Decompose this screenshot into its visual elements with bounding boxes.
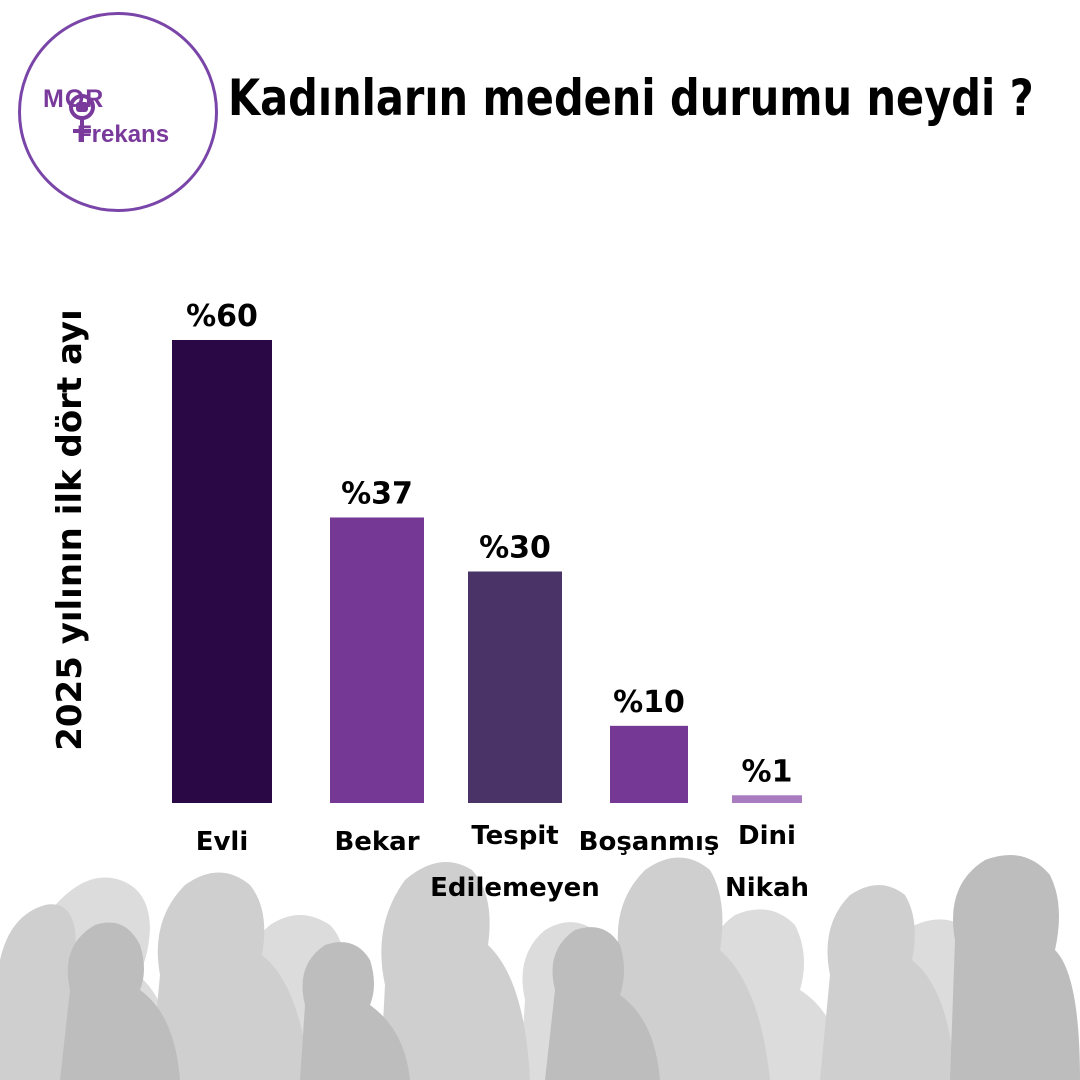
category-label-2: Bekar xyxy=(334,827,419,857)
mor-frekans-logo: MOR Frekans xyxy=(18,12,218,212)
logo-text-frekans: Frekans xyxy=(77,121,170,148)
value-label-5: %1 xyxy=(742,754,793,789)
category-label-4: Boşanmış xyxy=(579,827,720,857)
venus-fist-icon xyxy=(69,94,95,142)
value-label-4: %10 xyxy=(613,685,685,720)
category-label-5-line-2: Nikah xyxy=(725,873,809,903)
bar-3 xyxy=(468,571,562,803)
category-label-3-line-2: Edilemeyen xyxy=(430,873,600,903)
value-label-2: %37 xyxy=(341,476,413,511)
category-label-5-line-1: Dini xyxy=(738,821,796,851)
category-label-1: Evli xyxy=(196,827,249,857)
bar-4 xyxy=(610,725,688,803)
bar-2 xyxy=(330,517,424,803)
logo-text-mor: MOR xyxy=(43,85,105,113)
value-label-3: %30 xyxy=(479,531,551,566)
category-label-3-line-1: Tespit xyxy=(471,821,558,851)
page-title: Kadınların medeni durumu neydi ? xyxy=(228,69,1034,127)
bar-5 xyxy=(732,795,802,803)
value-label-1: %60 xyxy=(186,299,258,334)
bar-1 xyxy=(172,340,272,803)
